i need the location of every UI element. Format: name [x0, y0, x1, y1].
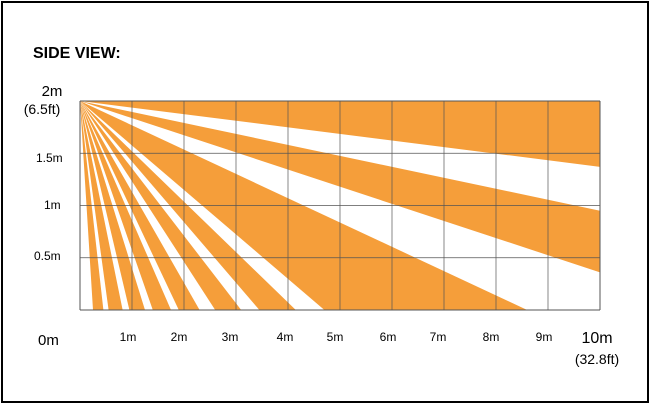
x-axis-labels: 1m 2m 3m 4m 5m 6m 7m 8m 9m [120, 330, 553, 344]
y-label-2m: 2m [42, 83, 63, 100]
detection-beam [80, 101, 600, 167]
x-axis-tick-label: 7m [430, 330, 447, 344]
y-label-1-5m: 1.5m [36, 151, 63, 165]
y-label-1m: 1m [44, 198, 61, 212]
y-label-0-5m: 0.5m [34, 249, 61, 263]
x-axis-tick-label: 4m [277, 330, 294, 344]
x-label-32-8ft: (32.8ft) [575, 351, 619, 367]
x-axis-tick-label: 2m [171, 330, 188, 344]
x-axis-tick-label: 9m [536, 330, 553, 344]
x-axis-tick-label: 1m [120, 330, 137, 344]
x-axis-tick-label: 3m [222, 330, 239, 344]
x-label-10m: 10m [581, 330, 612, 347]
x-axis-tick-label: 5m [327, 330, 344, 344]
x-axis-tick-label: 8m [483, 330, 500, 344]
diagram-title: SIDE VIEW: [33, 45, 121, 62]
x-label-0m: 0m [38, 332, 59, 349]
y-label-6-5ft: (6.5ft) [24, 101, 61, 117]
x-axis-tick-label: 6m [380, 330, 397, 344]
grid-lines [79, 100, 601, 311]
